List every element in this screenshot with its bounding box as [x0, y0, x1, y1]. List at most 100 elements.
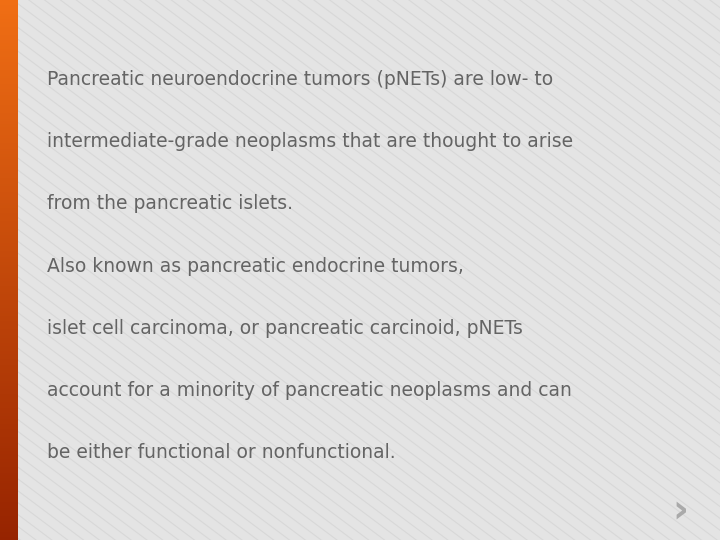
Bar — [0, 243, 18, 246]
Bar — [0, 435, 18, 437]
Bar — [0, 286, 18, 289]
Bar — [0, 478, 18, 481]
Bar — [0, 211, 18, 213]
Bar — [0, 443, 18, 445]
Bar — [0, 324, 18, 327]
Bar — [0, 502, 18, 505]
Bar — [0, 246, 18, 248]
Bar — [0, 86, 18, 89]
Bar — [0, 216, 18, 219]
Bar — [0, 57, 18, 59]
Bar — [0, 516, 18, 518]
Bar — [0, 254, 18, 256]
Bar — [0, 535, 18, 537]
Bar — [0, 111, 18, 113]
Bar — [0, 62, 18, 65]
Bar — [0, 132, 18, 135]
Bar — [0, 143, 18, 146]
Bar — [0, 481, 18, 483]
Bar — [0, 170, 18, 173]
Bar — [0, 437, 18, 440]
Bar — [0, 202, 18, 205]
Bar — [0, 472, 18, 475]
Bar — [0, 340, 18, 343]
Bar — [0, 167, 18, 170]
Text: from the pancreatic islets.: from the pancreatic islets. — [47, 194, 293, 213]
Bar — [0, 348, 18, 351]
Bar — [0, 410, 18, 413]
Bar — [0, 518, 18, 521]
Bar — [0, 54, 18, 57]
Bar — [0, 262, 18, 265]
Bar — [0, 354, 18, 356]
Bar — [0, 300, 18, 302]
Text: account for a minority of pancreatic neoplasms and can: account for a minority of pancreatic neo… — [47, 381, 572, 400]
Bar — [0, 513, 18, 516]
Bar — [0, 373, 18, 375]
Bar — [0, 68, 18, 70]
Bar — [0, 140, 18, 143]
Text: be either functional or nonfunctional.: be either functional or nonfunctional. — [47, 443, 395, 462]
Bar — [0, 273, 18, 275]
Bar — [0, 103, 18, 105]
Bar — [0, 321, 18, 324]
Bar — [0, 89, 18, 92]
Bar — [0, 486, 18, 489]
Bar — [0, 127, 18, 130]
Bar — [0, 265, 18, 267]
Bar — [0, 370, 18, 373]
Bar — [0, 316, 18, 319]
Bar — [0, 148, 18, 151]
Bar — [0, 116, 18, 119]
Bar — [0, 500, 18, 502]
Bar — [0, 230, 18, 232]
Bar — [0, 424, 18, 427]
Bar — [0, 405, 18, 408]
Bar — [0, 40, 18, 43]
Bar — [0, 467, 18, 470]
Bar — [0, 194, 18, 197]
Text: Pancreatic neuroendocrine tumors (pNETs) are low- to: Pancreatic neuroendocrine tumors (pNETs)… — [47, 70, 553, 89]
Bar — [0, 154, 18, 157]
Bar — [0, 284, 18, 286]
Bar — [0, 524, 18, 526]
Bar — [0, 11, 18, 14]
Bar — [0, 38, 18, 40]
Bar — [0, 470, 18, 472]
Bar — [0, 100, 18, 103]
Bar — [0, 537, 18, 540]
Bar — [0, 189, 18, 192]
Bar — [0, 30, 18, 32]
Bar — [0, 289, 18, 292]
Bar — [0, 0, 18, 3]
Bar — [0, 46, 18, 49]
Bar — [0, 162, 18, 165]
Bar — [0, 3, 18, 5]
Bar — [0, 389, 18, 392]
Text: ›: › — [672, 491, 688, 529]
Bar — [0, 76, 18, 78]
Bar — [0, 475, 18, 478]
Bar — [0, 394, 18, 397]
Bar — [0, 364, 18, 367]
Bar — [0, 383, 18, 386]
Bar — [0, 221, 18, 224]
Bar — [0, 197, 18, 200]
Bar — [0, 400, 18, 402]
Bar — [0, 402, 18, 405]
Bar — [0, 73, 18, 76]
Bar — [0, 418, 18, 421]
Bar — [0, 332, 18, 335]
Bar — [0, 497, 18, 500]
Bar — [0, 456, 18, 459]
Bar — [0, 319, 18, 321]
Bar — [0, 49, 18, 51]
Bar — [0, 335, 18, 338]
Bar — [0, 238, 18, 240]
Bar — [0, 213, 18, 216]
Bar — [0, 14, 18, 16]
Bar — [0, 448, 18, 451]
Bar — [0, 208, 18, 211]
Bar — [0, 186, 18, 189]
Bar — [0, 59, 18, 62]
